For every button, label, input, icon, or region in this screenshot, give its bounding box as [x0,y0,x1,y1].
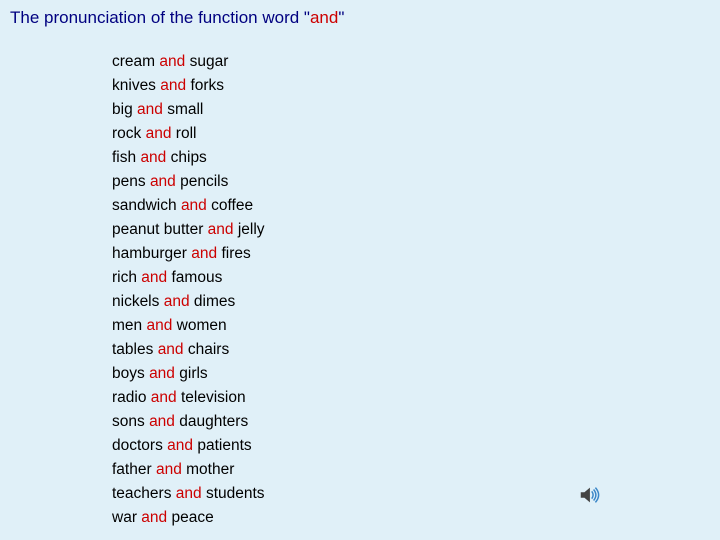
conjunction: and [164,293,190,310]
list-item: nickels and dimes [112,290,720,314]
phrase-left: pens [112,173,146,190]
phrase-left: fish [112,149,136,166]
phrase-left: doctors [112,437,163,454]
phrase-right: small [167,101,203,118]
list-item: father and mother [112,458,720,482]
phrase-left: boys [112,365,145,382]
phrase-left: war [112,509,137,526]
list-item: knives and forks [112,74,720,98]
phrase-right: fires [221,245,250,262]
list-item: fish and chips [112,146,720,170]
phrase-left: radio [112,389,146,406]
phrase-right: chairs [188,341,229,358]
conjunction: and [146,317,172,334]
phrase-right: mother [186,461,234,478]
list-item: sandwich and coffee [112,194,720,218]
conjunction: and [137,101,163,118]
list-item: tables and chairs [112,338,720,362]
list-item: men and women [112,314,720,338]
phrase-right: forks [190,77,224,94]
phrase-left: men [112,317,142,334]
list-item: sons and daughters [112,410,720,434]
phrase-left: cream [112,53,155,70]
list-item: hamburger and fires [112,242,720,266]
list-item: radio and television [112,386,720,410]
list-item: peanut butter and jelly [112,218,720,242]
phrase-left: tables [112,341,153,358]
list-item: cream and sugar [112,50,720,74]
conjunction: and [141,269,167,286]
phrase-right: women [177,317,227,334]
phrase-left: sandwich [112,197,177,214]
conjunction: and [181,197,207,214]
list-item: boys and girls [112,362,720,386]
phrase-left: rock [112,125,141,142]
conjunction: and [191,245,217,262]
phrase-left: teachers [112,485,171,502]
conjunction: and [167,437,193,454]
speaker-icon[interactable] [578,484,600,506]
phrase-right: daughters [179,413,248,430]
list-item: teachers and students [112,482,720,506]
conjunction: and [176,485,202,502]
page-title: The pronunciation of the function word "… [0,0,720,32]
phrase-left: sons [112,413,145,430]
title-word: and [310,8,338,27]
phrase-left: father [112,461,152,478]
phrase-left: hamburger [112,245,187,262]
conjunction: and [160,77,186,94]
list-item: big and small [112,98,720,122]
phrase-left: knives [112,77,156,94]
phrase-right: coffee [211,197,253,214]
conjunction: and [156,461,182,478]
phrase-right: dimes [194,293,235,310]
list-item: doctors and patients [112,434,720,458]
phrase-left: rich [112,269,137,286]
list-item: rock and roll [112,122,720,146]
phrase-right: pencils [180,173,228,190]
phrase-right: sugar [190,53,229,70]
phrase-right: jelly [238,221,265,238]
phrase-right: patients [197,437,251,454]
conjunction: and [149,413,175,430]
title-suffix: " [338,8,344,27]
conjunction: and [150,173,176,190]
phrase-right: roll [176,125,197,142]
conjunction: and [208,221,234,238]
phrase-right: television [181,389,246,406]
phrase-right: students [206,485,265,502]
list-item: war and peace [112,506,720,530]
phrase-left: nickels [112,293,159,310]
phrase-left: peanut butter [112,221,203,238]
list-item: rich and famous [112,266,720,290]
conjunction: and [159,53,185,70]
phrase-left: big [112,101,133,118]
title-prefix: The pronunciation of the function word " [10,8,310,27]
conjunction: and [140,149,166,166]
conjunction: and [151,389,177,406]
phrase-right: peace [171,509,213,526]
list-item: pens and pencils [112,170,720,194]
phrase-right: girls [179,365,207,382]
conjunction: and [141,509,167,526]
conjunction: and [146,125,172,142]
phrase-list: cream and sugarknives and forksbig and s… [0,32,720,530]
conjunction: and [149,365,175,382]
conjunction: and [158,341,184,358]
phrase-right: chips [171,149,207,166]
phrase-right: famous [171,269,222,286]
